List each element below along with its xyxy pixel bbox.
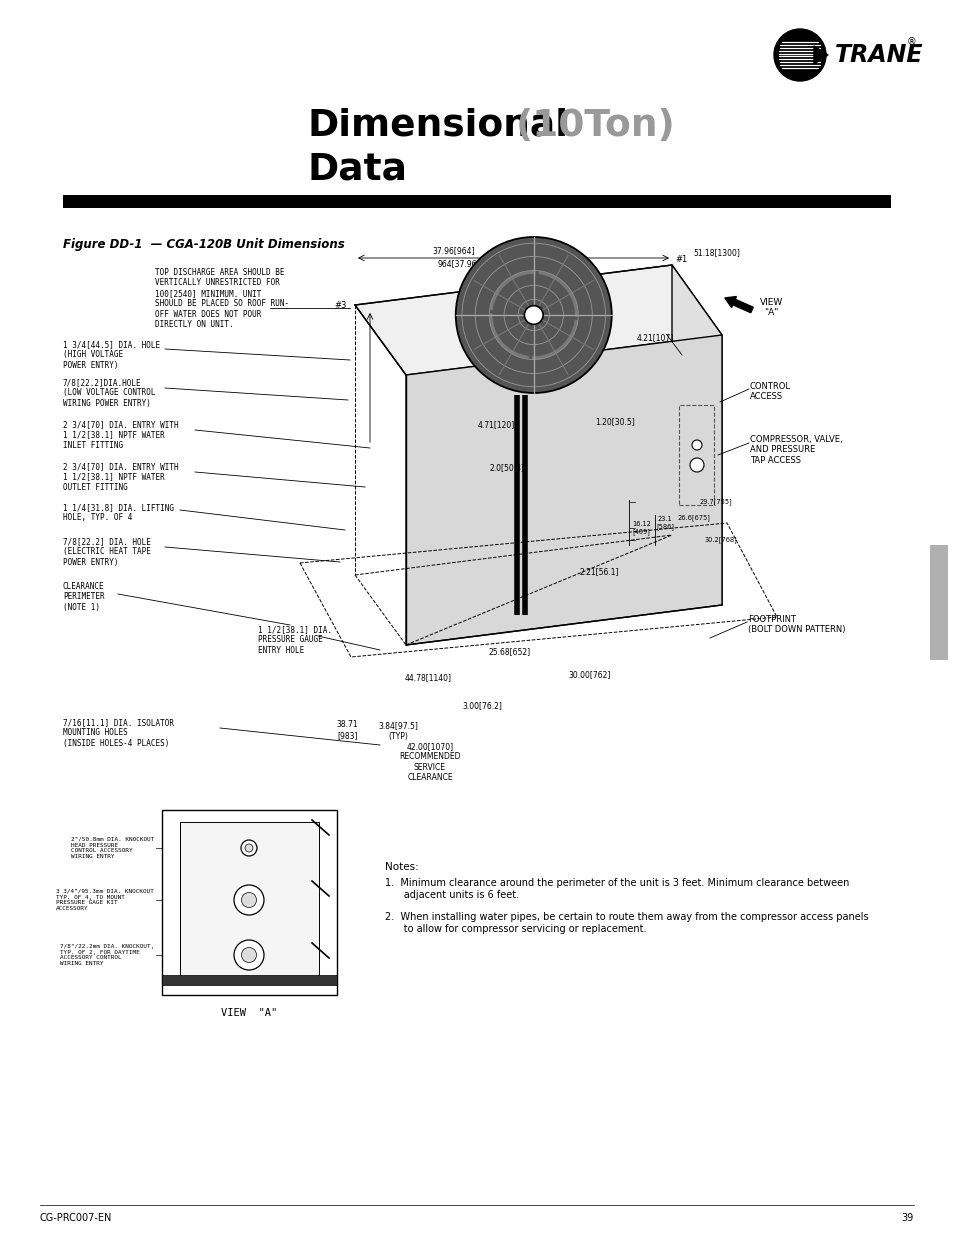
Text: 39: 39 bbox=[901, 1213, 913, 1223]
Circle shape bbox=[241, 947, 256, 962]
Text: 30.2[768]: 30.2[768] bbox=[704, 537, 737, 543]
Text: CLEARANCE
PERIMETER
(NOTE 1): CLEARANCE PERIMETER (NOTE 1) bbox=[63, 582, 105, 611]
Text: 2.0[50.8]: 2.0[50.8] bbox=[490, 463, 524, 473]
Bar bbox=[929, 545, 947, 659]
Text: 37.96[964]: 37.96[964] bbox=[432, 246, 475, 254]
Text: 2.  When installing water pipes, be certain to route them away from the compress: 2. When installing water pipes, be certa… bbox=[385, 911, 868, 934]
Text: #1: #1 bbox=[675, 256, 686, 264]
Text: FOOTPRINT
(BOLT DOWN PATTERN): FOOTPRINT (BOLT DOWN PATTERN) bbox=[747, 615, 844, 635]
Text: TRANE: TRANE bbox=[834, 43, 923, 67]
Text: 1.  Minimum clearance around the perimeter of the unit is 3 feet. Minimum cleara: 1. Minimum clearance around the perimete… bbox=[385, 878, 848, 899]
Text: 1 1/4[31.8] DIA. LIFTING
HOLE, TYP. OF 4: 1 1/4[31.8] DIA. LIFTING HOLE, TYP. OF 4 bbox=[63, 503, 173, 522]
Text: 7/8[22.2] DIA. HOLE
(ELECTRIC HEAT TAPE
POWER ENTRY): 7/8[22.2] DIA. HOLE (ELECTRIC HEAT TAPE … bbox=[63, 537, 151, 567]
Text: 51.18[1300]: 51.18[1300] bbox=[693, 248, 740, 257]
Polygon shape bbox=[671, 266, 721, 605]
Text: CG-PRC007-EN: CG-PRC007-EN bbox=[40, 1213, 112, 1223]
FancyArrow shape bbox=[724, 296, 753, 312]
Text: 25.68[652]: 25.68[652] bbox=[489, 647, 531, 657]
Bar bbox=[180, 823, 318, 983]
Polygon shape bbox=[813, 46, 827, 64]
Text: Figure DD-1  — CGA-120B Unit Dimensions: Figure DD-1 — CGA-120B Unit Dimensions bbox=[63, 238, 344, 251]
Text: 3 3/4"/95.3mm DIA. KNOCKOUT
TYP. OF 4, TO MOUNT
PRESSURE GAGE KIT
ACCESSORY: 3 3/4"/95.3mm DIA. KNOCKOUT TYP. OF 4, T… bbox=[56, 889, 153, 911]
Text: 42.00[1070]
RECOMMENDED
SERVICE
CLEARANCE: 42.00[1070] RECOMMENDED SERVICE CLEARANC… bbox=[399, 742, 460, 782]
Text: #2: #2 bbox=[573, 367, 585, 375]
Text: 3.00[76.2]: 3.00[76.2] bbox=[461, 701, 501, 710]
Circle shape bbox=[241, 840, 256, 856]
Text: 4.21[107]: 4.21[107] bbox=[637, 333, 674, 342]
Text: TOP DISCHARGE AREA SHOULD BE
VERTICALLY UNRESTRICTED FOR
100[2540] MINIMUM. UNIT: TOP DISCHARGE AREA SHOULD BE VERTICALLY … bbox=[154, 268, 289, 329]
Text: CONTROL
ACCESS: CONTROL ACCESS bbox=[749, 382, 790, 401]
Text: 26.6[675]: 26.6[675] bbox=[678, 515, 710, 521]
Text: 7/8"/22.2mm DIA. KNOCKOUT,
TYP. OF 2, FOR DAYTIME
ACCESSORY CONTROL
WIRING ENTRY: 7/8"/22.2mm DIA. KNOCKOUT, TYP. OF 2, FO… bbox=[60, 944, 153, 966]
Text: 38.71
[983]: 38.71 [983] bbox=[336, 720, 357, 740]
Text: 1.20[30.5]: 1.20[30.5] bbox=[595, 417, 634, 426]
Bar bbox=[63, 195, 890, 207]
Text: 964[37.96]: 964[37.96] bbox=[436, 259, 479, 268]
Text: 7/8[22.2]DIA.HOLE
(LOW VOLTAGE CONTROL
WIRING POWER ENTRY): 7/8[22.2]DIA.HOLE (LOW VOLTAGE CONTROL W… bbox=[63, 378, 155, 408]
Text: (10Ton): (10Ton) bbox=[516, 107, 675, 144]
Text: COMPRESSOR, VALVE,
AND PRESSURE
TAP ACCESS: COMPRESSOR, VALVE, AND PRESSURE TAP ACCE… bbox=[749, 435, 841, 464]
Text: 4.71[120]: 4.71[120] bbox=[477, 420, 515, 430]
Text: 2 3/4[70] DIA. ENTRY WITH
1 1/2[38.1] NPTF WATER
OUTLET FITTING: 2 3/4[70] DIA. ENTRY WITH 1 1/2[38.1] NP… bbox=[63, 462, 178, 492]
Polygon shape bbox=[406, 335, 721, 645]
Text: 2 3/4[70] DIA. ENTRY WITH
1 1/2[38.1] NPTF WATER
INLET FITTING: 2 3/4[70] DIA. ENTRY WITH 1 1/2[38.1] NP… bbox=[63, 420, 178, 450]
Circle shape bbox=[233, 885, 264, 915]
Text: 16.12
[409]: 16.12 [409] bbox=[631, 521, 650, 535]
Text: 7/16[11.1] DIA. ISOLATOR
MOUNTING HOLES
(INSIDE HOLES-4 PLACES): 7/16[11.1] DIA. ISOLATOR MOUNTING HOLES … bbox=[63, 718, 173, 748]
Text: 2"/50.8mm DIA. KNOCKOUT
HEAD PRESSURE
CONTROL ACCESSORY
WIRING ENTRY: 2"/50.8mm DIA. KNOCKOUT HEAD PRESSURE CO… bbox=[71, 837, 153, 860]
Text: VIEW  "A": VIEW "A" bbox=[221, 1008, 276, 1018]
Text: #3: #3 bbox=[335, 300, 347, 310]
Text: 23.1
[586]: 23.1 [586] bbox=[656, 516, 673, 530]
Text: Data: Data bbox=[308, 152, 408, 188]
Circle shape bbox=[245, 844, 253, 852]
Bar bbox=[162, 974, 336, 986]
Text: 1 1/2[38.1] DIA.
PRESSURE GAUGE
ENTRY HOLE: 1 1/2[38.1] DIA. PRESSURE GAUGE ENTRY HO… bbox=[257, 625, 332, 655]
Circle shape bbox=[233, 940, 264, 969]
Text: 2.21[56.1]: 2.21[56.1] bbox=[579, 568, 618, 577]
Text: 44.78[1140]: 44.78[1140] bbox=[404, 673, 451, 683]
Circle shape bbox=[456, 237, 611, 393]
Text: Dimensional: Dimensional bbox=[308, 107, 568, 144]
Text: Notes:: Notes: bbox=[385, 862, 418, 872]
Circle shape bbox=[524, 305, 542, 325]
Text: 1 3/4[44.5] DIA. HOLE
(HIGH VOLTAGE
POWER ENTRY): 1 3/4[44.5] DIA. HOLE (HIGH VOLTAGE POWE… bbox=[63, 340, 160, 369]
Text: VIEW
"A": VIEW "A" bbox=[760, 298, 782, 317]
Text: 29.7[755]: 29.7[755] bbox=[700, 499, 732, 505]
Text: 30.00[762]: 30.00[762] bbox=[568, 671, 611, 679]
Circle shape bbox=[691, 440, 701, 450]
Text: #4: #4 bbox=[507, 273, 519, 283]
Ellipse shape bbox=[773, 28, 825, 82]
Text: ®: ® bbox=[906, 37, 916, 47]
Bar bbox=[162, 810, 336, 995]
Circle shape bbox=[689, 458, 703, 472]
Circle shape bbox=[241, 893, 256, 908]
Polygon shape bbox=[355, 266, 721, 375]
Text: 3.84[97.5]
(TYP): 3.84[97.5] (TYP) bbox=[377, 721, 417, 741]
